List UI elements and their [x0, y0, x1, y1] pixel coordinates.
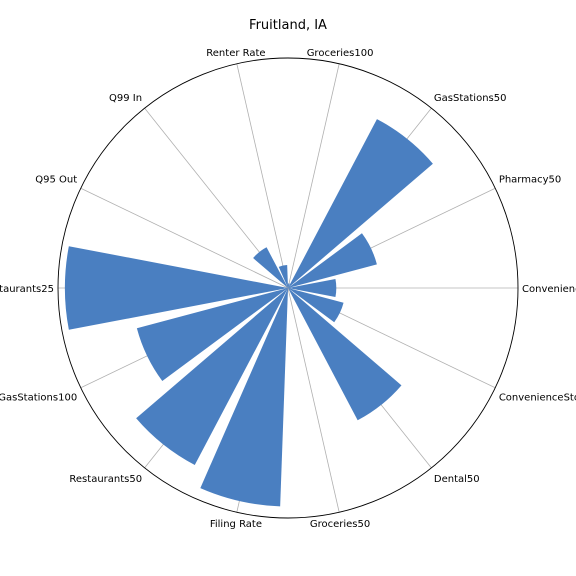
bars	[65, 119, 433, 506]
tick-label-restaurants50: Restaurants50	[69, 474, 142, 485]
tick-label-gasstations50: GasStations50	[434, 93, 507, 104]
tick-label-dental50: Dental50	[434, 474, 480, 485]
tick-label-q99-in: Q99 In	[109, 93, 142, 104]
tick-label-restaurants25: Restaurants25	[0, 284, 54, 295]
tick-label-pharmacy50: Pharmacy50	[499, 174, 561, 185]
tick-label-q95-out: Q95 Out	[35, 174, 77, 185]
tick-label-groceries100: Groceries100	[307, 48, 374, 59]
tick-label-conveniencestores25: ConvenienceStores25	[522, 284, 576, 295]
tick-label-filing-rate: Filing Rate	[210, 519, 262, 530]
tick-label-conveniencestores100: ConvenienceStores100	[499, 393, 576, 404]
chart-title: Fruitland, IA	[249, 18, 327, 33]
tick-label-groceries50: Groceries50	[310, 519, 370, 530]
bar-dental50	[288, 288, 401, 420]
tick-label-renter-rate: Renter Rate	[206, 48, 265, 59]
tick-label-gasstations100: GasStations100	[0, 393, 77, 404]
